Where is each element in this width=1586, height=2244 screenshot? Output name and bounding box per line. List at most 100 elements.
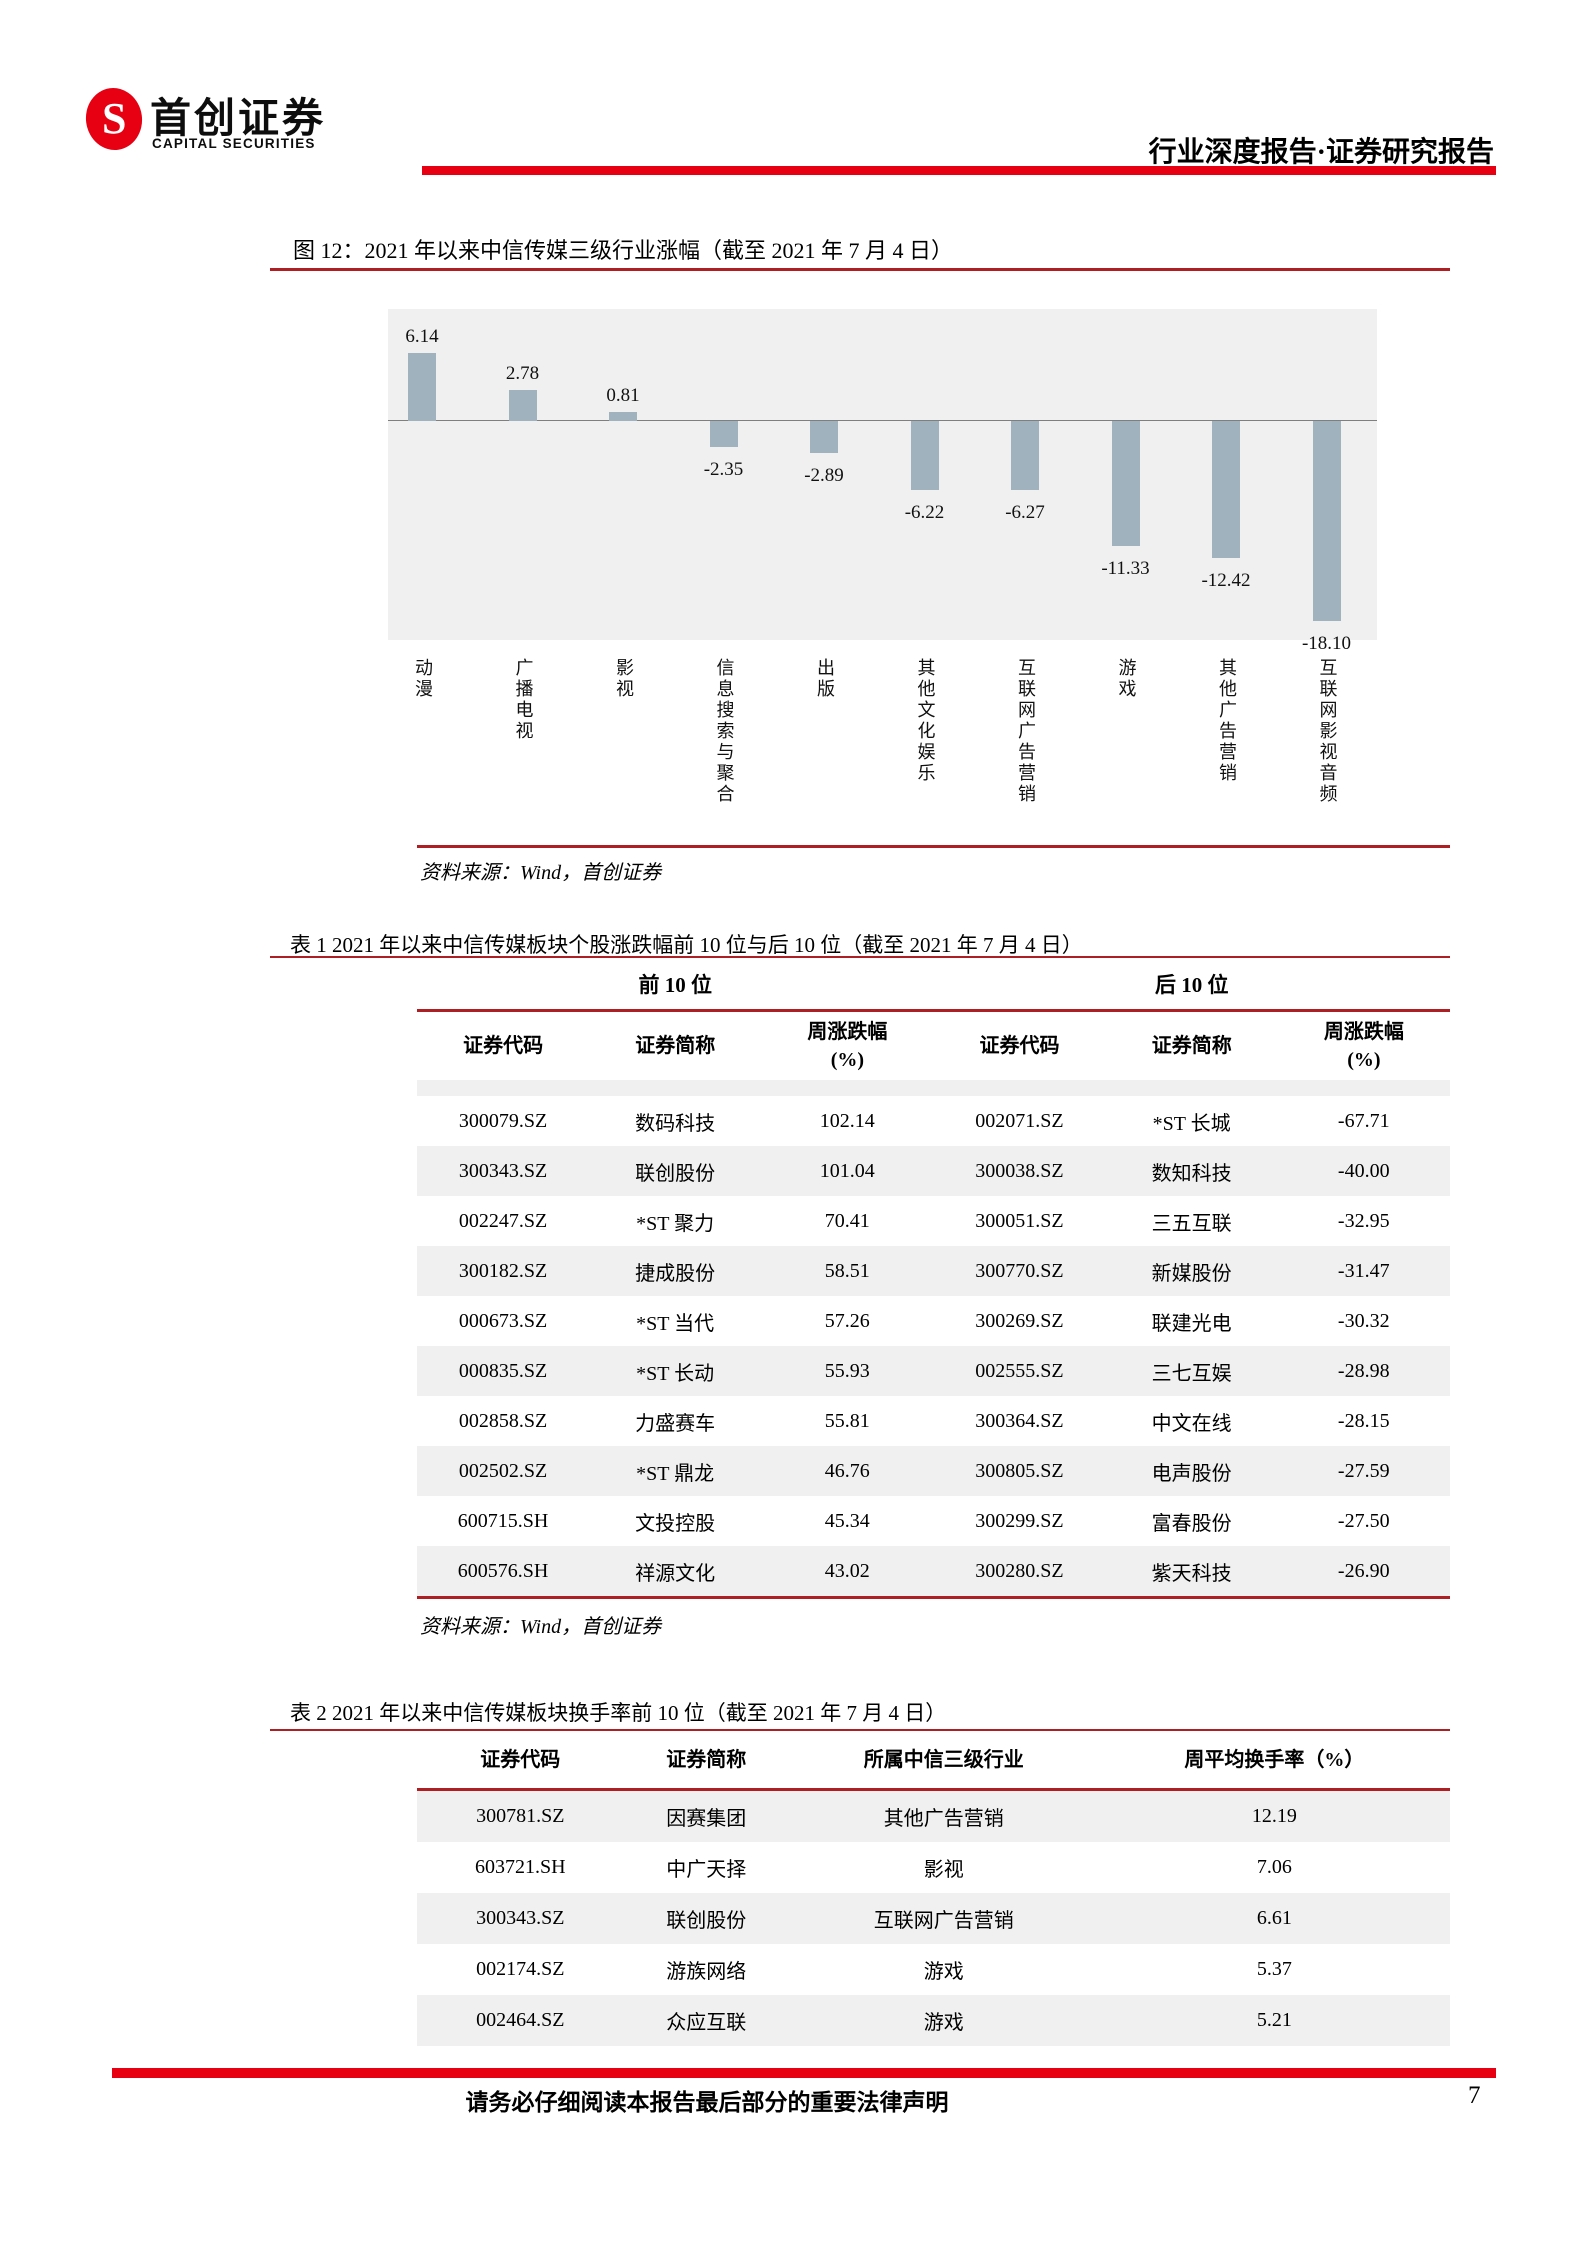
brand-name-en: CAPITAL SECURITIES — [152, 136, 316, 151]
table-cell: 002464.SZ — [476, 2009, 565, 2031]
table-cell: 000835.SZ — [458, 1359, 548, 1382]
table-cell: -40.00 — [1337, 1159, 1390, 1182]
table-cell: 002555.SZ — [975, 1359, 1064, 1382]
chart-category-label: 动漫 — [413, 658, 433, 700]
table-row: 300781.SZ 因赛集团 其他广告营销 12.19 — [417, 1791, 1450, 1842]
table-cell: 5.37 — [1256, 1958, 1292, 1980]
table-cell: 影视 — [923, 1859, 964, 1881]
table1-col-name-left: 证券简称 — [635, 1035, 716, 1057]
footer-legal-notice: 请务必仔细阅读本报告最后部分的重要法律声明 — [465, 2090, 949, 2115]
table-cell: 300364.SZ — [975, 1409, 1064, 1432]
chart-value-label: 0.81 — [606, 385, 640, 406]
chart-bar — [1212, 421, 1240, 558]
chart-bar — [408, 353, 436, 421]
table2-col-name: 证券简称 — [666, 1748, 747, 1771]
table-cell: 46.76 — [824, 1459, 870, 1482]
table-cell: 联创股份 — [635, 1162, 716, 1185]
table-cell: *ST 当代 — [636, 1312, 715, 1335]
chart-bar — [709, 421, 738, 447]
table-cell: -27.59 — [1337, 1459, 1390, 1482]
table-cell: 300343.SZ — [458, 1159, 548, 1182]
chart-category-label: 其他文化娱乐 — [915, 658, 936, 784]
chart-bar — [1111, 421, 1140, 546]
table-row: 300343.SZ 联创股份 互联网广告营销 6.61 — [417, 1893, 1450, 1944]
table-cell: *ST 聚力 — [636, 1212, 715, 1235]
chart-category-label: 游戏 — [1116, 658, 1137, 700]
table-row: 300343.SZ 联创股份 101.04 300038.SZ 数知科技 -40.00 — [417, 1146, 1450, 1196]
table1-col-code-left: 证券代码 — [463, 1035, 544, 1057]
table2-title-underline — [270, 1729, 1450, 1731]
table-cell: 12.19 — [1251, 1805, 1297, 1827]
chart-category-label: 其他广告营销 — [1217, 658, 1237, 784]
page-number: 7 — [1468, 2082, 1481, 2109]
table-cell: 300182.SZ — [458, 1259, 548, 1282]
table1-body: 300079.SZ 数码科技 102.14 002071.SZ *ST 长城 -67.71… — [417, 1096, 1450, 1596]
report-type-label: 行业深度报告·证券研究报告 — [1148, 137, 1494, 168]
table2-title: 表 2 2021 年以来中信传媒板块换手率前 10 位（截至 2021 年 7 … — [290, 1701, 947, 1725]
table-cell: 300051.SZ — [975, 1209, 1064, 1232]
figure-bottom-rule — [417, 845, 1450, 848]
table1-header-row: 证券代码 证券简称 周涨跌幅 (%) 证券代码 证券简称 周涨跌幅 (%) — [417, 1012, 1450, 1080]
table-cell: *ST 鼎龙 — [636, 1462, 715, 1485]
table-cell: 6.61 — [1256, 1907, 1292, 1929]
header-divider — [422, 166, 1496, 175]
table-cell: 300805.SZ — [975, 1459, 1064, 1482]
table-cell: 捷成股份 — [635, 1262, 716, 1285]
chart-value-label: -2.35 — [703, 459, 744, 480]
chart-value-label: -6.22 — [904, 502, 945, 523]
table-cell: 300299.SZ — [975, 1509, 1064, 1532]
table-cell: -28.15 — [1337, 1409, 1390, 1432]
table-row: 600715.SH 文投控股 45.34 300299.SZ 富春股份 -27.50 — [417, 1496, 1450, 1546]
table-cell: 58.51 — [824, 1259, 870, 1282]
table-cell: 603721.SH — [475, 1856, 566, 1878]
table2-header-row: 证券代码 证券简称 所属中信三级行业 周平均换手率（%） — [417, 1731, 1450, 1788]
table-cell: 70.41 — [824, 1209, 870, 1232]
table-cell: 文投控股 — [635, 1512, 716, 1535]
table-cell: 互联网广告营销 — [873, 1910, 1014, 1932]
table1-header-spacer — [417, 1080, 1450, 1096]
table-cell: *ST 长城 — [1152, 1112, 1231, 1135]
table-cell: 101.04 — [819, 1159, 875, 1182]
table-row: 000673.SZ *ST 当代 57.26 300269.SZ 联建光电 -30.32 — [417, 1296, 1450, 1346]
chart-bar — [508, 390, 537, 421]
table-cell: *ST 长动 — [636, 1362, 715, 1385]
table-row: 002464.SZ 众应互联 游戏 5.21 — [417, 1995, 1450, 2046]
table-cell: 300781.SZ — [476, 1805, 565, 1827]
table-cell: 因赛集团 — [666, 1808, 747, 1830]
chart-value-label: -2.89 — [804, 465, 844, 486]
table-row: 300182.SZ 捷成股份 58.51 300770.SZ 新媒股份 -31.47 — [417, 1246, 1450, 1296]
table-cell: 中文在线 — [1151, 1412, 1232, 1435]
bar-chart-plot: 6.14 2.78 0.81 -2.35 -2.89 -6.22 -6.27 -11.33 -1… — [388, 309, 1377, 654]
chart-bar — [609, 412, 637, 421]
table-cell: 300269.SZ — [975, 1309, 1064, 1332]
table-cell: 数码科技 — [635, 1112, 716, 1135]
chart-category-label: 出版 — [815, 658, 835, 700]
chart-category-label: 互联网广告营销 — [1016, 658, 1036, 805]
figure-title: 图 12：2021 年以来中信传媒三级行业涨幅（截至 2021 年 7 月 4 … — [293, 238, 954, 263]
chart-bar — [1312, 421, 1341, 621]
table1-title-underline — [270, 956, 1450, 958]
table2-col-turnover: 周平均换手率（%） — [1184, 1748, 1365, 1771]
table-cell: -31.47 — [1337, 1259, 1390, 1282]
table-cell: 002502.SZ — [458, 1459, 548, 1482]
chart-bar — [810, 421, 838, 453]
table-row: 300079.SZ 数码科技 102.14 002071.SZ *ST 长城 -67.71 — [417, 1096, 1450, 1146]
table-cell: 43.02 — [824, 1559, 870, 1582]
table1-col-code-right: 证券代码 — [979, 1035, 1060, 1057]
bar-chart-xlabels: 动漫 广播电视 影视 信息搜索与聚合 出版 其他文化娱乐 互联网广告营销 游戏 其他广告营销 互联… — [388, 650, 1377, 846]
table2-col-industry: 所属中信三级行业 — [863, 1748, 1024, 1771]
table2-header-rule — [417, 1788, 1450, 1791]
table-cell: 中广天择 — [666, 1859, 747, 1881]
chart-category-label: 互联网影视音频 — [1317, 658, 1338, 805]
table1-bottom-rule — [417, 1596, 1450, 1599]
table-cell: -32.95 — [1337, 1209, 1390, 1232]
table-row: 002247.SZ *ST 聚力 70.41 300051.SZ 三五互联 -32.95 — [417, 1196, 1450, 1246]
chart-value-label: -11.33 — [1101, 558, 1150, 579]
table-row: 600576.SH 祥源文化 43.02 300280.SZ 紫天科技 -26.90 — [417, 1546, 1450, 1596]
table-cell: 三七互娱 — [1151, 1362, 1232, 1385]
table-cell: 102.14 — [819, 1109, 875, 1132]
table1-header-top-rule — [417, 1009, 1450, 1012]
table-row: 002502.SZ *ST 鼎龙 46.76 300805.SZ 电声股份 -27.59 — [417, 1446, 1450, 1496]
table-row: 000835.SZ *ST 长动 55.93 002555.SZ 三七互娱 -28.98 — [417, 1346, 1450, 1396]
chart-category-label: 影视 — [614, 658, 634, 700]
